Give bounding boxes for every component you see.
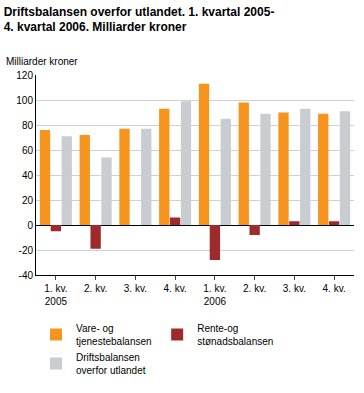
svg-text:Driftsbalansenoverfor utlandet: Driftsbalansenoverfor utlandet xyxy=(76,352,146,376)
svg-text:3. kv.: 3. kv. xyxy=(283,283,306,294)
svg-text:4. kv.: 4. kv. xyxy=(323,283,346,294)
svg-text:Vare- ogtjenestebalansen: Vare- ogtjenestebalansen xyxy=(76,323,152,347)
svg-text:3. kv.: 3. kv. xyxy=(124,283,147,294)
svg-text:Driftsbalansen overfor utlande: Driftsbalansen overfor utlandet. 1. kvar… xyxy=(4,5,275,35)
svg-text:2. kv.: 2. kv. xyxy=(243,283,266,294)
svg-text:60: 60 xyxy=(22,145,34,156)
svg-text:1. kv.2006: 1. kv.2006 xyxy=(203,283,226,307)
svg-text:120: 120 xyxy=(16,70,33,81)
svg-text:1. kv.2005: 1. kv.2005 xyxy=(44,283,67,307)
svg-text:4. kv.: 4. kv. xyxy=(164,283,187,294)
svg-text:Milliarder kroner: Milliarder kroner xyxy=(6,56,78,67)
svg-text:40: 40 xyxy=(22,170,34,181)
svg-text:Rente-ogstønadsbalansen: Rente-ogstønadsbalansen xyxy=(197,323,273,347)
svg-text:0: 0 xyxy=(27,220,33,231)
svg-text:100: 100 xyxy=(16,95,33,106)
svg-text:80: 80 xyxy=(22,120,34,131)
svg-text:-20: -20 xyxy=(19,245,34,256)
svg-text:2. kv.: 2. kv. xyxy=(84,283,107,294)
svg-text:20: 20 xyxy=(22,195,34,206)
svg-text:-40: -40 xyxy=(19,270,34,281)
